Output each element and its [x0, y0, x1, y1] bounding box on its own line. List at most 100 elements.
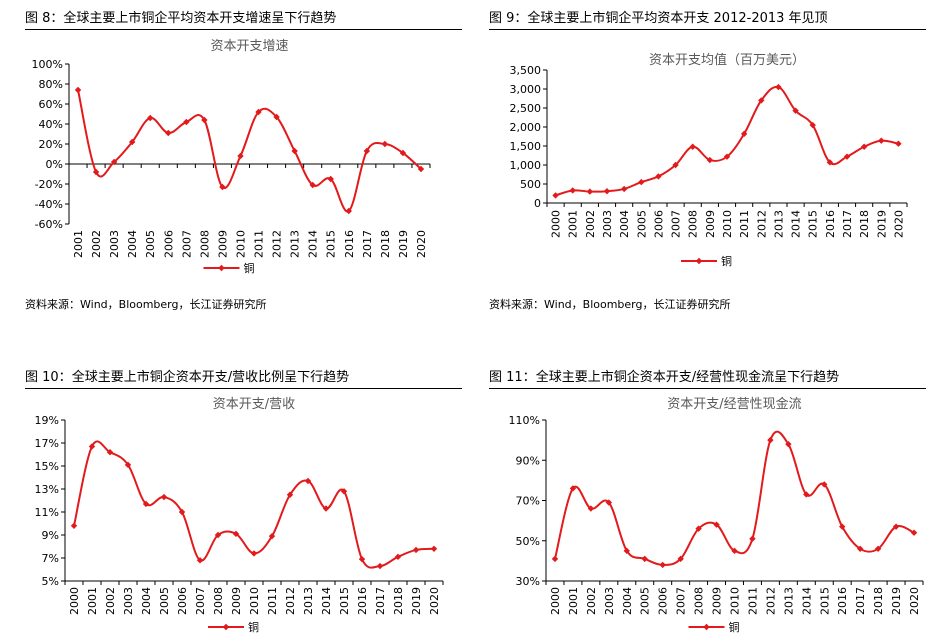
- y-tick-label: 3,000: [510, 83, 542, 96]
- data-point: [178, 508, 186, 516]
- y-tick-label: 2,000: [510, 121, 542, 134]
- y-tick-label: 3,500: [510, 64, 542, 77]
- y-tick-label: 15%: [35, 460, 59, 473]
- series-line: [73, 440, 435, 569]
- series-line: [554, 430, 915, 566]
- data-point: [638, 178, 645, 186]
- x-tick-label: 2009: [216, 230, 229, 258]
- x-tick-label: 2001: [567, 587, 580, 615]
- figure-11-label: 图 11：: [489, 370, 536, 385]
- figure-11-chart: 资本开支/经营性现金流 30% 50% 70% 90% 110% 2000 2001 2002 2…: [509, 396, 924, 633]
- x-tick-label: 2009: [230, 587, 243, 615]
- chart-title: 资本开支/营收: [213, 397, 295, 412]
- x-tick-label: 2017: [841, 210, 854, 238]
- figure-8-source: 资料来源：Wind，Bloomberg，长江证券研究所: [25, 298, 267, 311]
- y-tick-label: 19%: [35, 414, 59, 427]
- chart-title: 资本开支/经营性现金流: [667, 396, 801, 412]
- figure-9-label: 图 9：: [489, 11, 528, 26]
- x-tick-label: 2014: [790, 210, 803, 238]
- data-point: [586, 188, 594, 195]
- data-point: [183, 118, 190, 126]
- data-point: [551, 555, 559, 563]
- data-point: [142, 500, 150, 508]
- x-tick-label: 2017: [854, 587, 867, 615]
- figure-10-heading: 图 10：全球主要上市铜企资本开支/营收比例呈下行趋势: [25, 369, 462, 389]
- legend-marker: [222, 623, 230, 631]
- x-tick-label: 2017: [361, 230, 374, 258]
- figure-9-source: 资料来源：Wind，Bloomberg，长江证券研究所: [489, 298, 731, 311]
- x-tick-label: 2020: [415, 230, 428, 258]
- data-point: [74, 86, 82, 94]
- data-point: [165, 129, 172, 137]
- x-tick-label: 2008: [693, 587, 706, 615]
- x-tick-label: 2018: [872, 587, 885, 615]
- x-tick-label: 2009: [704, 210, 717, 238]
- y-tick-label: 1,000: [510, 159, 542, 172]
- data-point: [767, 436, 774, 444]
- data-point: [689, 143, 696, 150]
- data-point: [327, 175, 334, 183]
- figure-8-chart: 资本开支增速 -60% -40% -20% 0% 20% 40% 60% 80% 100% 2001…: [32, 39, 431, 275]
- x-tick-label: 2011: [253, 230, 266, 258]
- data-point: [92, 168, 100, 176]
- x-tick-label: 2019: [410, 587, 423, 615]
- figure-8-label: 图 8：: [25, 11, 64, 26]
- data-point: [250, 550, 258, 557]
- x-tick-label: 2010: [234, 230, 247, 258]
- data-point: [430, 545, 438, 552]
- y-tick-label: 0: [534, 197, 541, 210]
- data-point: [214, 531, 222, 539]
- x-tick-label: 2001: [72, 230, 85, 258]
- figure-8-heading: 图 8：全球主要上市铜企平均资本开支增速呈下行趋势: [25, 10, 462, 30]
- y-tick-label: 11%: [35, 506, 59, 519]
- figure-8-heading-text: 全球主要上市铜企平均资本开支增速呈下行趋势: [63, 11, 337, 26]
- x-tick-label: 2018: [392, 587, 405, 615]
- x-tick-label: 2001: [86, 587, 99, 615]
- x-tick-label: 2002: [90, 230, 103, 258]
- data-point: [895, 140, 902, 147]
- data-point: [723, 153, 731, 160]
- y-tick-label: 110%: [509, 414, 540, 427]
- x-tick-label: 2016: [343, 230, 356, 258]
- data-point: [273, 113, 280, 121]
- legend-label: 铜: [729, 620, 740, 633]
- y-tick-label: 60%: [39, 98, 63, 111]
- x-tick-label: 2015: [807, 210, 820, 238]
- x-tick-label: 2013: [772, 210, 785, 238]
- y-tick-label: 70%: [516, 495, 540, 508]
- legend-marker: [695, 257, 703, 265]
- x-tick-label: 2018: [858, 210, 871, 238]
- figure-9-panel: 图 9：全球主要上市铜企平均资本开支 2012-2013 年见顶 资本开支均值（…: [489, 10, 926, 311]
- legend-marker: [218, 264, 225, 272]
- series-line: [555, 85, 899, 197]
- data-point: [70, 522, 78, 529]
- data-point: [322, 505, 330, 512]
- x-tick-label: 2011: [746, 587, 759, 615]
- x-tick-label: 2012: [284, 587, 297, 615]
- figure-10-heading-text: 全球主要上市铜企资本开支/营收比例呈下行趋势: [71, 370, 350, 385]
- data-point: [219, 183, 226, 191]
- figure-10-panel: 图 10：全球主要上市铜企资本开支/营收比例呈下行趋势 资本开支/营收 5% 7% 9…: [25, 369, 462, 633]
- legend-label: 铜: [721, 254, 732, 268]
- data-point: [412, 546, 420, 554]
- x-tick-label: 2018: [379, 230, 392, 258]
- x-tick-label: 2014: [800, 587, 813, 615]
- figure-11-panel: 图 11：全球主要上市铜企资本开支/经营性现金流呈下行趋势 资本开支/经营性现金…: [489, 369, 926, 633]
- x-tick-label: 2000: [549, 587, 562, 615]
- x-tick-label: 2003: [603, 587, 616, 615]
- chart-title: 资本开支增速: [210, 39, 288, 54]
- x-tick-label: 2019: [890, 587, 903, 615]
- x-tick-label: 2012: [755, 210, 768, 238]
- x-tick-label: 2020: [908, 587, 921, 615]
- y-tick-label: 13%: [35, 483, 59, 496]
- data-point: [309, 181, 316, 189]
- figure-9-heading: 图 9：全球主要上市铜企平均资本开支 2012-2013 年见顶: [489, 10, 926, 30]
- y-tick-label: 40%: [39, 118, 63, 131]
- data-point: [623, 547, 630, 555]
- y-tick-label: -20%: [35, 178, 63, 191]
- y-tick-label: 1,500: [510, 140, 542, 153]
- data-point: [124, 461, 132, 469]
- data-point: [749, 535, 756, 542]
- y-tick-label: 50%: [516, 535, 540, 548]
- x-tick-label: 2010: [721, 210, 734, 238]
